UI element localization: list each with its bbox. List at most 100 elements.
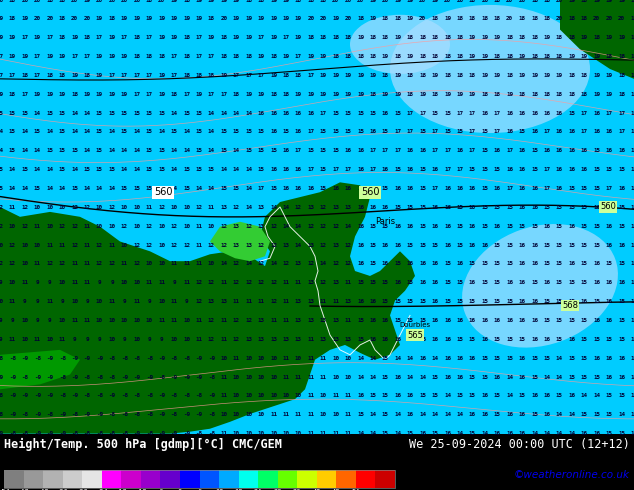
Text: 19: 19 — [208, 0, 215, 2]
Text: -8: -8 — [121, 393, 128, 398]
Text: 14: 14 — [245, 262, 252, 267]
Text: 15: 15 — [9, 148, 16, 153]
Text: 15: 15 — [419, 318, 426, 323]
Text: 16: 16 — [494, 148, 501, 153]
Text: 18: 18 — [46, 73, 53, 78]
Text: 10: 10 — [121, 243, 128, 247]
Text: 20: 20 — [556, 0, 563, 2]
Text: 10: 10 — [257, 374, 264, 380]
Text: 14: 14 — [282, 224, 290, 229]
Text: 10: 10 — [257, 431, 264, 436]
Text: 18: 18 — [432, 35, 439, 40]
Text: 16: 16 — [581, 299, 588, 304]
Text: 19: 19 — [519, 54, 526, 59]
Text: 18: 18 — [59, 16, 66, 22]
Text: 19: 19 — [394, 73, 401, 78]
Text: 17: 17 — [208, 54, 215, 59]
Text: 16: 16 — [519, 412, 526, 417]
Text: 15: 15 — [220, 148, 227, 153]
Text: 15: 15 — [158, 111, 165, 116]
Text: 10: 10 — [208, 224, 215, 229]
Text: 15: 15 — [419, 393, 426, 398]
Text: 16: 16 — [568, 262, 575, 267]
Text: 19: 19 — [605, 92, 612, 97]
Text: 11: 11 — [171, 262, 178, 267]
Text: 10: 10 — [257, 393, 264, 398]
Text: 9: 9 — [11, 318, 14, 323]
Text: 15: 15 — [556, 393, 563, 398]
Text: 13: 13 — [282, 337, 290, 342]
Text: 15: 15 — [432, 393, 439, 398]
Text: 14: 14 — [208, 111, 215, 116]
Text: 16: 16 — [382, 111, 389, 116]
Text: 17: 17 — [133, 73, 140, 78]
Text: 10: 10 — [270, 393, 277, 398]
Text: 18: 18 — [195, 73, 202, 78]
Text: 16: 16 — [270, 167, 277, 172]
Text: 15: 15 — [357, 111, 364, 116]
Text: 18: 18 — [407, 92, 414, 97]
Text: 16: 16 — [469, 356, 476, 361]
Text: 18: 18 — [245, 54, 252, 59]
Text: 11: 11 — [171, 299, 178, 304]
Text: 15: 15 — [121, 129, 128, 134]
Text: -9: -9 — [133, 431, 140, 436]
Text: 11: 11 — [220, 393, 227, 398]
Text: 15: 15 — [481, 205, 488, 210]
Text: 11: 11 — [233, 299, 240, 304]
Text: 16: 16 — [357, 205, 364, 210]
Text: 11: 11 — [9, 337, 16, 342]
Bar — [101, 470, 121, 488]
Text: 19: 19 — [382, 54, 389, 59]
Text: 9: 9 — [160, 337, 164, 342]
Text: 13: 13 — [332, 337, 339, 342]
Text: 14: 14 — [183, 129, 190, 134]
Text: 16: 16 — [282, 186, 290, 191]
Text: -8: -8 — [59, 356, 66, 361]
Text: 19: 19 — [394, 92, 401, 97]
Text: 19: 19 — [257, 16, 264, 22]
Text: 10: 10 — [108, 224, 115, 229]
Text: -8: -8 — [171, 393, 178, 398]
Text: -9: -9 — [9, 412, 16, 417]
Text: 16: 16 — [618, 356, 625, 361]
Text: 17: 17 — [257, 73, 264, 78]
Text: 15: 15 — [183, 167, 190, 172]
Text: 19: 19 — [630, 54, 634, 59]
Text: 14: 14 — [568, 412, 575, 417]
Text: -8: -8 — [146, 356, 153, 361]
Text: 19: 19 — [158, 35, 165, 40]
Text: 13: 13 — [208, 299, 215, 304]
Text: 15: 15 — [568, 111, 575, 116]
Text: 18: 18 — [519, 16, 526, 22]
Text: 19: 19 — [158, 73, 165, 78]
Bar — [200, 470, 219, 488]
Text: 14: 14 — [370, 356, 377, 361]
Text: 15: 15 — [506, 243, 513, 247]
Text: 19: 19 — [407, 16, 414, 22]
Text: 11: 11 — [344, 393, 352, 398]
Text: 15: 15 — [593, 186, 600, 191]
Text: 14: 14 — [71, 167, 78, 172]
Text: 16: 16 — [407, 393, 414, 398]
Text: 18: 18 — [22, 73, 29, 78]
Text: 15: 15 — [531, 224, 538, 229]
Text: 15: 15 — [357, 337, 364, 342]
Text: 15: 15 — [121, 186, 128, 191]
Text: 16: 16 — [605, 299, 612, 304]
Text: 16: 16 — [581, 431, 588, 436]
Text: 12: 12 — [208, 318, 215, 323]
Text: 15: 15 — [357, 280, 364, 285]
Text: 15: 15 — [593, 337, 600, 342]
Text: 15: 15 — [531, 167, 538, 172]
Text: 12: 12 — [320, 243, 327, 247]
Text: 10: 10 — [9, 224, 16, 229]
Text: 15: 15 — [519, 129, 526, 134]
Text: 11: 11 — [344, 412, 352, 417]
Text: 17: 17 — [419, 111, 426, 116]
Text: 19: 19 — [183, 16, 190, 22]
Text: 17: 17 — [22, 35, 29, 40]
Text: -9: -9 — [158, 431, 165, 436]
Text: 16: 16 — [506, 318, 513, 323]
Text: -8: -8 — [108, 356, 115, 361]
